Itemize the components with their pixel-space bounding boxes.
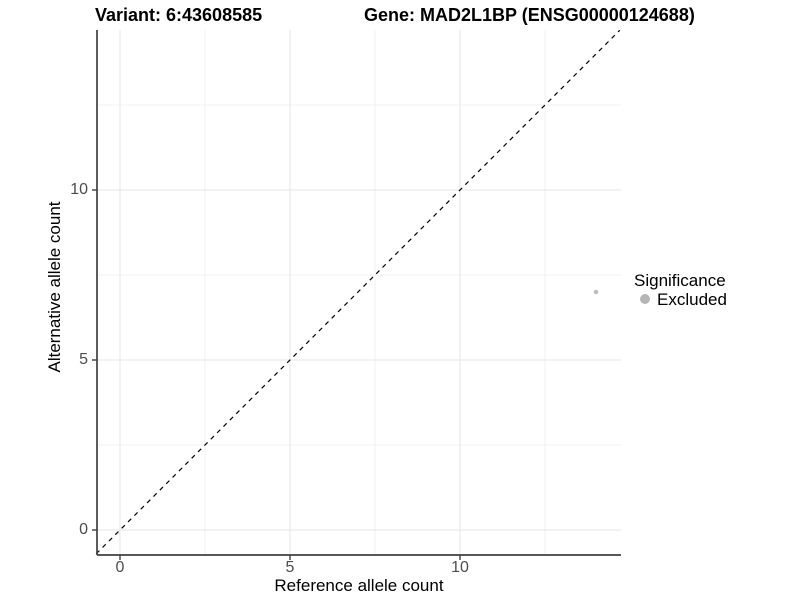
x-tick-label-10: 10 [451,559,469,576]
x-tick-label-5: 5 [285,559,295,576]
legend-entry-excluded: Excluded [657,290,727,309]
x-axis-title: Reference allele count [274,576,444,595]
variant-title: Variant: 6:43608585 [95,5,263,25]
plot-panel [92,30,621,560]
y-tick-label-5: 5 [79,351,88,368]
legend-title: Significance [634,271,726,290]
identity-dashed-line [95,30,621,555]
x-tick-label-0: 0 [115,559,125,576]
y-tick-label-10: 10 [70,181,88,198]
gene-title: Gene: MAD2L1BP (ENSG00000124688) [364,5,695,25]
y-tick-label-0: 0 [79,521,88,538]
data-point [593,289,599,295]
y-axis-title: Alternative allele count [45,201,64,373]
legend-key-dot-icon [640,294,650,304]
